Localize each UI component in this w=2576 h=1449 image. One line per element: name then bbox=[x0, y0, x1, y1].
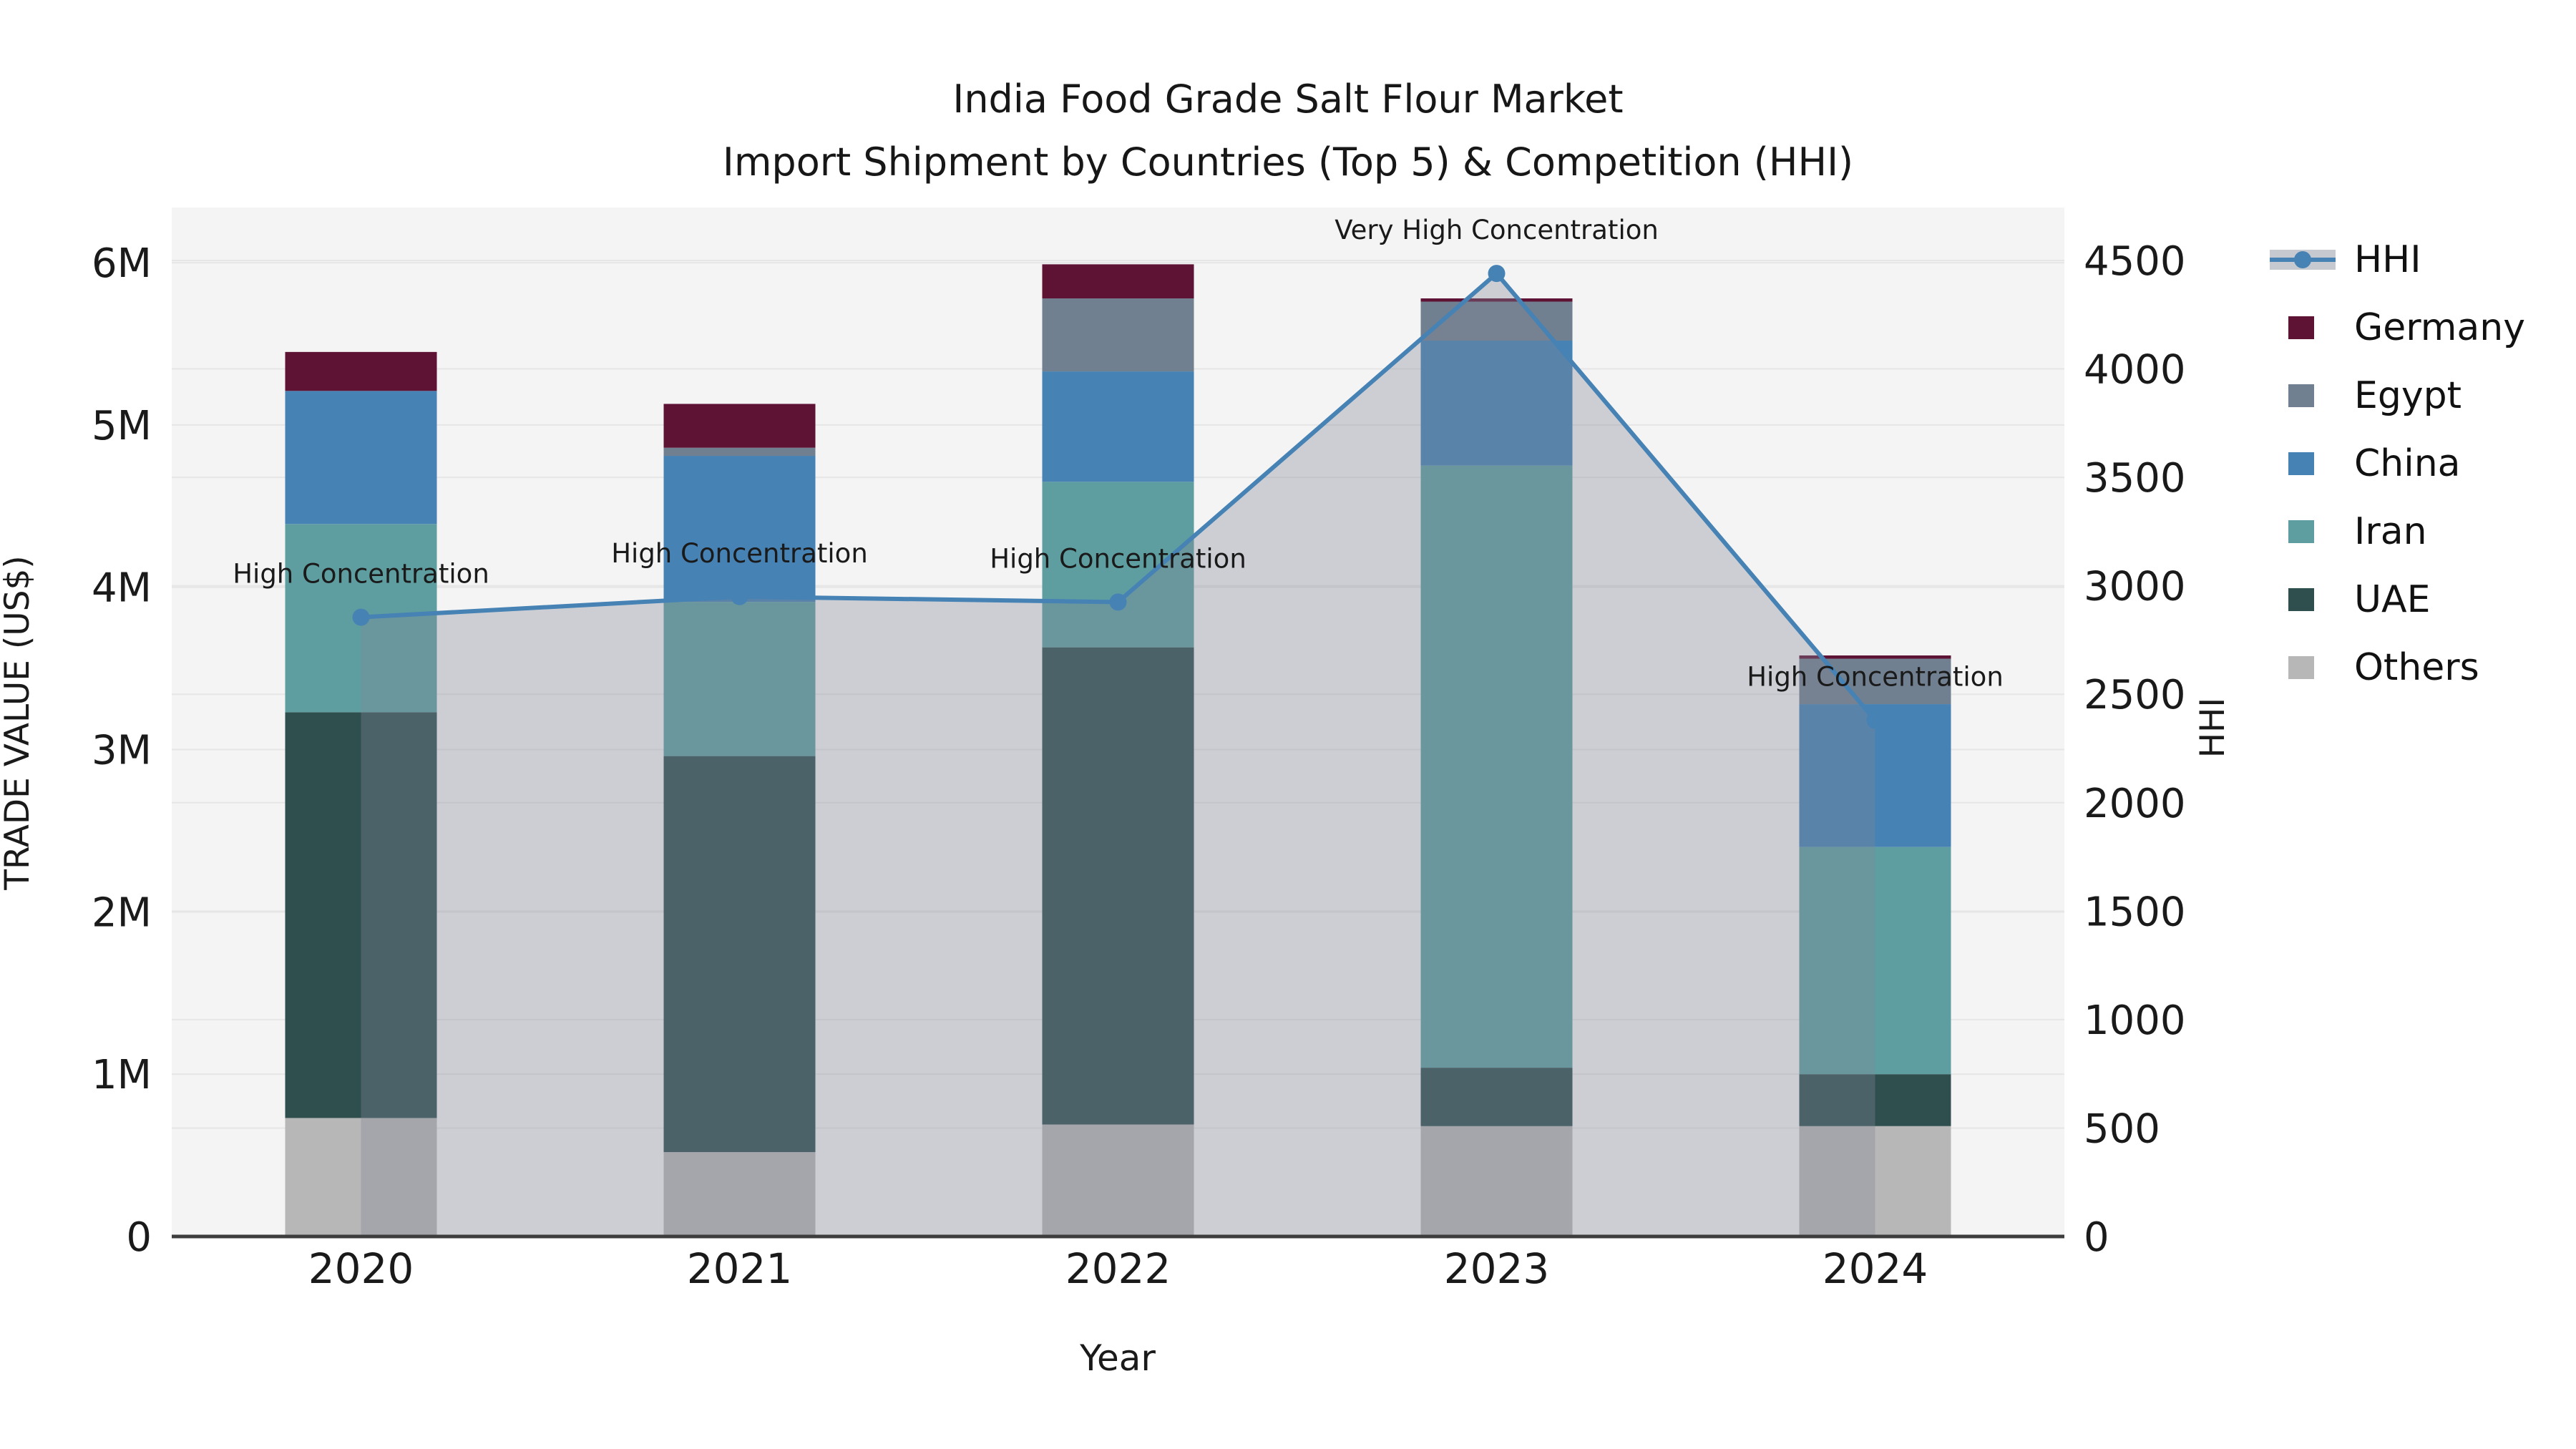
iran-color-swatch bbox=[2270, 519, 2336, 543]
annotation-2021: High Concentration bbox=[611, 538, 868, 569]
x-tick-2024: 2024 bbox=[1823, 1244, 1928, 1293]
legend-label: Iran bbox=[2354, 509, 2427, 553]
hhi-area-polygon bbox=[361, 273, 1875, 1236]
y-tick: 6M bbox=[92, 240, 152, 287]
legend-item-others: Others bbox=[2270, 633, 2525, 701]
y2-tick: 2500 bbox=[2084, 672, 2186, 718]
hhi-marker-2024 bbox=[1866, 711, 1884, 729]
stacked-bars bbox=[285, 264, 1951, 1236]
y2-tick: 3500 bbox=[2084, 455, 2186, 502]
bar-2020-uae bbox=[285, 712, 437, 1118]
bar-2021-others bbox=[663, 1152, 816, 1236]
hhi-line-swatch bbox=[2270, 249, 2336, 270]
legend-label: Others bbox=[2354, 645, 2479, 689]
legend-item-hhi: HHI bbox=[2270, 225, 2525, 293]
y-tick: 5M bbox=[92, 403, 152, 449]
hhi-marker-2020 bbox=[352, 608, 370, 626]
bar-2024-uae bbox=[1799, 1074, 1951, 1126]
hhi-area-fill bbox=[361, 273, 1875, 1236]
legend-label: UAE bbox=[2354, 577, 2431, 621]
bar-2020-china bbox=[285, 391, 437, 525]
bar-2023-iran bbox=[1420, 465, 1573, 1068]
legend-label: HHI bbox=[2354, 238, 2421, 281]
y-tick: 4M bbox=[92, 565, 152, 612]
y2-tick: 500 bbox=[2084, 1106, 2160, 1152]
annotation-2023: Very High Concentration bbox=[1335, 215, 1659, 245]
y2-tick: 1000 bbox=[2084, 997, 2186, 1044]
bar-2024-egypt bbox=[1799, 658, 1951, 705]
hhi-markers bbox=[352, 265, 1884, 729]
legend: HHI Germany Egypt China Iran UAE Others bbox=[2270, 225, 2525, 701]
y2-tick: 3000 bbox=[2084, 564, 2186, 610]
bar-2021-uae bbox=[663, 756, 816, 1153]
legend-label: China bbox=[2354, 441, 2461, 485]
bar-2024-others bbox=[1799, 1126, 1951, 1236]
annotation-2020: High Concentration bbox=[233, 559, 489, 590]
bar-2023-uae bbox=[1420, 1068, 1573, 1126]
bar-2023-china bbox=[1420, 340, 1573, 466]
y2-axis-label: HHI bbox=[2193, 698, 2233, 758]
legend-item-china: China bbox=[2270, 429, 2525, 497]
y2-tick: 0 bbox=[2084, 1214, 2109, 1261]
y2-tick: 4500 bbox=[2084, 238, 2186, 285]
bar-2020-germany bbox=[285, 351, 437, 391]
hhi-marker-2022 bbox=[1109, 593, 1127, 611]
chart-title-line1: India Food Grade Salt Flour Market bbox=[952, 77, 1624, 122]
x-axis-label: Year bbox=[1079, 1337, 1156, 1379]
uae-color-swatch bbox=[2270, 587, 2336, 611]
bar-2022-germany bbox=[1042, 264, 1194, 299]
hhi-marker-2021 bbox=[731, 587, 748, 605]
annotations: High Concentration High Concentration High… bbox=[233, 215, 2004, 692]
bar-2021-egypt bbox=[663, 447, 816, 457]
x-axis-tick-labels: 2020 2021 2022 2023 2024 bbox=[308, 1244, 1928, 1293]
x-tick-2023: 2023 bbox=[1444, 1244, 1550, 1293]
legend-label: Germany bbox=[2354, 306, 2526, 349]
legend-item-iran: Iran bbox=[2270, 497, 2525, 565]
bar-2023-others bbox=[1420, 1126, 1573, 1236]
y2-tick: 4000 bbox=[2084, 347, 2186, 394]
legend-item-germany: Germany bbox=[2270, 293, 2525, 361]
bar-2020-others bbox=[285, 1118, 437, 1236]
egypt-color-swatch bbox=[2270, 384, 2336, 407]
bar-2024-germany bbox=[1799, 655, 1951, 659]
chart-title-line2: Import Shipment by Countries (Top 5) & C… bbox=[722, 140, 1854, 185]
germany-color-swatch bbox=[2270, 316, 2336, 339]
annotation-2022: High Concentration bbox=[990, 543, 1246, 574]
x-tick-2021: 2021 bbox=[687, 1244, 793, 1293]
bar-2022-uae bbox=[1042, 647, 1194, 1125]
bar-2022-others bbox=[1042, 1124, 1194, 1236]
bar-2021-germany bbox=[663, 404, 816, 448]
bar-2021-china bbox=[663, 456, 816, 602]
others-color-swatch bbox=[2270, 655, 2336, 679]
annotation-2024: High Concentration bbox=[1747, 662, 2004, 693]
bar-2022-egypt bbox=[1042, 298, 1194, 372]
x-tick-2022: 2022 bbox=[1065, 1244, 1171, 1293]
y-axis-label: TRADE VALUE (US$) bbox=[0, 555, 37, 890]
bar-2021-iran bbox=[663, 602, 816, 756]
y2-tick: 2000 bbox=[2084, 781, 2186, 827]
chart-title: India Food Grade Salt Flour Market Impor… bbox=[0, 68, 2576, 194]
y2-axis-tick-labels: 0 500 1000 1500 2000 2500 3000 3500 4000 4500 bbox=[2084, 238, 2186, 1261]
hhi-marker-2023 bbox=[1488, 265, 1506, 283]
legend-item-uae: UAE bbox=[2270, 565, 2525, 633]
bar-2022-china bbox=[1042, 371, 1194, 482]
y-axis-tick-labels: 0 1M 2M 3M 4M 5M 6M bbox=[92, 240, 152, 1261]
china-color-swatch bbox=[2270, 452, 2336, 475]
bar-2024-iran bbox=[1799, 847, 1951, 1075]
y2-tick: 1500 bbox=[2084, 889, 2186, 935]
legend-label: Egypt bbox=[2354, 374, 2462, 417]
y-tick: 3M bbox=[92, 728, 152, 774]
bar-2022-iran bbox=[1042, 482, 1194, 648]
bar-2023-germany bbox=[1420, 298, 1573, 302]
x-tick-2020: 2020 bbox=[308, 1244, 414, 1293]
y-tick: 1M bbox=[92, 1052, 152, 1098]
y-tick: 0 bbox=[126, 1214, 152, 1261]
legend-item-egypt: Egypt bbox=[2270, 361, 2525, 429]
y-tick: 2M bbox=[92, 889, 152, 936]
